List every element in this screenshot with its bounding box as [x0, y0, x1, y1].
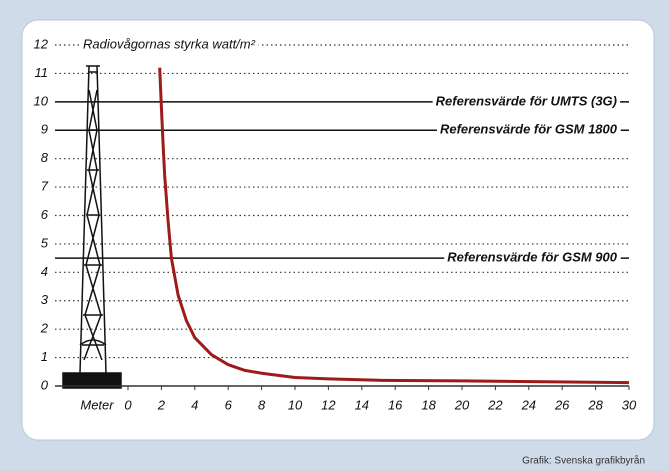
x-tick-label: 12	[321, 397, 336, 412]
y-tick-label: 6	[41, 207, 49, 222]
x-tick-label: 4	[191, 397, 198, 412]
x-tick-label: 20	[454, 397, 470, 412]
y-tick-label: 5	[41, 235, 49, 250]
y-tick-label: 8	[41, 150, 49, 165]
y-tick-label: 9	[41, 122, 48, 137]
x-tick-label: 28	[587, 397, 603, 412]
reference-label: Referensvärde för GSM 900	[447, 250, 618, 265]
x-tick-label: 26	[554, 397, 570, 412]
x-tick-label: 30	[622, 397, 637, 412]
reference-label: Referensvärde för GSM 1800	[440, 122, 618, 137]
y-tick-label: 4	[41, 264, 48, 279]
page: {"chart_data": {"type": "line", "y_label…	[0, 0, 669, 471]
x-tick-label: 8	[258, 397, 266, 412]
x-tick-label: 16	[388, 397, 403, 412]
x-axis-label: Meter	[80, 397, 114, 412]
y-tick-label: 1	[41, 349, 48, 364]
x-tick-label: 6	[225, 397, 233, 412]
y-tick-label: 11	[35, 65, 49, 80]
x-tick-label: 0	[124, 397, 132, 412]
y-tick-label: 12	[34, 36, 49, 51]
y-tick-label: 7	[41, 179, 49, 194]
x-tick-label: 10	[288, 397, 303, 412]
x-tick-label: 24	[521, 397, 536, 412]
x-tick-label: 14	[355, 397, 369, 412]
y-tick-label: 0	[41, 377, 49, 392]
credit: Grafik: Svenska grafikbyrån	[522, 455, 645, 467]
x-tick-label: 22	[487, 397, 503, 412]
reference-label: Referensvärde för UMTS (3G)	[436, 93, 617, 108]
y-tick-label: 10	[34, 93, 49, 108]
chart: Meter Grafik: Svenska grafikbyrån Radiov…	[0, 0, 669, 471]
x-tick-label: 2	[157, 397, 166, 412]
y-tick-label: 3	[41, 292, 49, 307]
y-tick-label: 2	[40, 321, 49, 336]
x-tick-label: 18	[421, 397, 436, 412]
y-axis-label: Radiovågornas styrka watt/m²	[83, 36, 256, 51]
